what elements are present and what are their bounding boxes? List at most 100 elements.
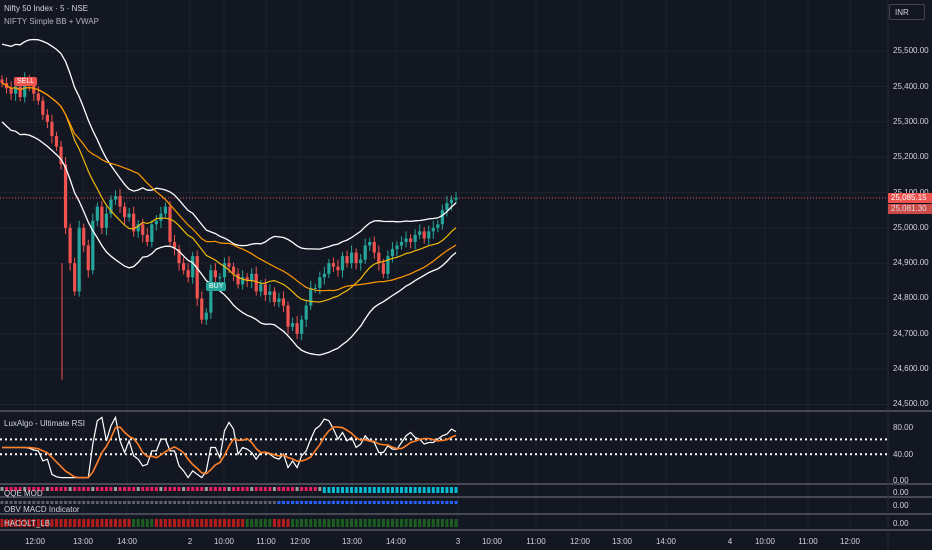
hacolt-bar (204, 519, 208, 527)
qqe-bar (123, 487, 127, 491)
hacolt-bar (454, 519, 458, 527)
candle-body (449, 199, 454, 204)
obv-bar (268, 501, 272, 504)
obv-bar (254, 501, 258, 504)
candle-body (381, 263, 385, 274)
hacolt-bar (309, 519, 313, 527)
obv-bar (41, 501, 45, 504)
candle-body (390, 249, 395, 257)
indicator-title[interactable]: NIFTY Simple BB + VWAP (4, 17, 99, 26)
hacolt-bar (241, 519, 245, 527)
hacolt-bar (236, 519, 240, 527)
candle-body (268, 291, 272, 295)
qqe-bar (145, 487, 149, 491)
last-price-tag: 25,085.15 (888, 193, 932, 203)
qqe-bar (213, 487, 217, 491)
qqe-bar (363, 487, 367, 493)
hacolt-bar (59, 519, 63, 527)
candle-body (440, 210, 444, 225)
candle-body (363, 245, 367, 260)
qqe-bar (390, 487, 394, 493)
qqe-bar (114, 487, 117, 491)
price-tick-label: 25,000.00 (893, 222, 929, 232)
sell-signal: SELL (14, 77, 38, 86)
hacolt-bar (427, 519, 431, 527)
obv-bar (232, 501, 236, 504)
symbol-title[interactable]: Nifty 50 Index · 5 · NSE (4, 4, 89, 13)
qqe-bar (309, 487, 313, 491)
qqe-bar (200, 487, 204, 491)
obv-bar (309, 501, 313, 504)
price-tick-label: 24,700.00 (893, 328, 929, 338)
hacolt-bar (18, 519, 22, 527)
obv-bar (286, 501, 290, 504)
obv-bar (213, 501, 217, 504)
candle-body (41, 100, 45, 115)
candle-body (313, 287, 317, 289)
qqe-value: 0.00 (893, 488, 909, 497)
hacolt-bar (182, 519, 186, 527)
time-tick-label: 13:00 (72, 537, 94, 546)
candle-body (409, 238, 413, 242)
obv-bar (163, 501, 167, 504)
obv-bar (150, 501, 154, 504)
obv-bar (182, 501, 186, 504)
obv-bar (95, 501, 99, 504)
time-tick-label: 14:00 (385, 537, 407, 546)
candle-body (318, 277, 322, 288)
hacolt-bar (431, 519, 435, 527)
time-tick-label: 14:00 (116, 537, 138, 546)
candle-body (204, 312, 208, 320)
qqe-bar (377, 487, 381, 493)
obv-bar (36, 501, 40, 504)
hacolt-bar (413, 519, 417, 527)
qqe-bar (350, 487, 354, 493)
candle-body (281, 298, 286, 306)
candle-body (454, 197, 458, 200)
candle-body (191, 256, 195, 278)
obv-bar (454, 501, 458, 504)
rsi-pane-title[interactable]: LuxAlgo - Ultimate RSI (4, 419, 85, 428)
hacolt-pane-title[interactable]: HACOLT_LB (4, 519, 51, 528)
qqe-bar (154, 487, 158, 491)
qqe-bar (445, 487, 449, 493)
hacolt-bar (409, 519, 413, 527)
qqe-bar (54, 487, 58, 491)
candle-body (104, 213, 109, 228)
qqe-pane-title[interactable]: QQE MOD (4, 489, 43, 498)
qqe-bar (150, 487, 154, 491)
hacolt-bar (400, 519, 404, 527)
obv-value: 0.00 (893, 501, 909, 510)
currency-selector[interactable]: INR (889, 4, 925, 20)
qqe-bar (173, 487, 177, 491)
time-tick-label: 10:00 (481, 537, 503, 546)
candle-body (168, 206, 172, 242)
obv-bar (440, 501, 444, 504)
hacolt-bar (41, 519, 45, 527)
hacolt-bar (64, 519, 68, 527)
hacolt-bar (268, 519, 272, 527)
obv-bar (86, 501, 90, 504)
hacolt-bar (86, 519, 90, 527)
obv-bar (59, 501, 63, 504)
qqe-bar (36, 487, 40, 491)
candle-body (300, 319, 304, 334)
obv-bar (245, 501, 249, 504)
qqe-bar (64, 487, 68, 491)
hacolt-bar (295, 519, 299, 527)
hacolt-bar (36, 519, 40, 527)
candle-body (122, 206, 127, 218)
candle-body (77, 227, 81, 292)
hacolt-value: 0.00 (893, 519, 909, 528)
time-tick-label: 14:00 (655, 537, 677, 546)
qqe-bar (132, 487, 136, 491)
qqe-bar (41, 487, 45, 491)
candle-body (422, 231, 426, 239)
qqe-bar (359, 487, 363, 493)
qqe-bar (163, 487, 167, 491)
qqe-bar (159, 487, 163, 491)
obv-pane-title[interactable]: OBV MACD Indicator (4, 505, 80, 514)
candle-body (100, 206, 104, 228)
